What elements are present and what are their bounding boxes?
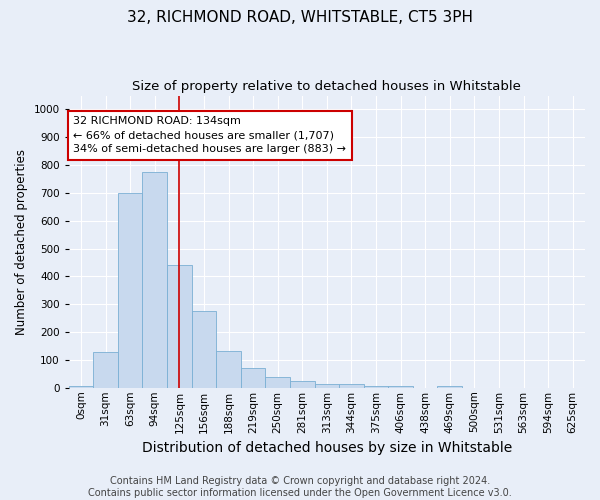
Bar — [167, 266, 191, 388]
Bar — [216, 351, 241, 388]
Text: Contains HM Land Registry data © Crown copyright and database right 2024.
Contai: Contains HM Land Registry data © Crown c… — [88, 476, 512, 498]
Title: Size of property relative to detached houses in Whitstable: Size of property relative to detached ho… — [133, 80, 521, 93]
Y-axis label: Number of detached properties: Number of detached properties — [15, 148, 28, 334]
Bar — [69, 386, 93, 388]
Bar — [437, 386, 462, 388]
Bar — [290, 381, 314, 388]
Text: 32 RICHMOND ROAD: 134sqm
← 66% of detached houses are smaller (1,707)
34% of sem: 32 RICHMOND ROAD: 134sqm ← 66% of detach… — [73, 116, 346, 154]
Bar — [191, 311, 216, 388]
Bar — [314, 384, 339, 388]
Bar — [339, 384, 364, 388]
Bar — [265, 376, 290, 388]
Bar — [118, 193, 142, 388]
Text: 32, RICHMOND ROAD, WHITSTABLE, CT5 3PH: 32, RICHMOND ROAD, WHITSTABLE, CT5 3PH — [127, 10, 473, 25]
Bar — [364, 386, 388, 388]
Bar — [241, 368, 265, 388]
Bar — [93, 352, 118, 388]
X-axis label: Distribution of detached houses by size in Whitstable: Distribution of detached houses by size … — [142, 441, 512, 455]
Bar — [142, 172, 167, 388]
Bar — [388, 386, 413, 388]
